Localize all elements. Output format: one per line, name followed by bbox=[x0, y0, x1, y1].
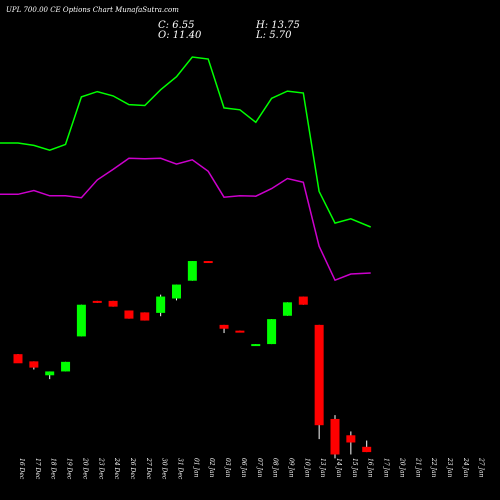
candle-body-up bbox=[251, 344, 261, 347]
x-tick-label: 18 Dec bbox=[50, 458, 57, 480]
candle-body-up bbox=[156, 296, 166, 313]
candle-body-down bbox=[92, 300, 102, 303]
candle bbox=[282, 302, 292, 316]
x-tick-label: 09 Jan bbox=[287, 458, 294, 478]
candle bbox=[187, 261, 197, 281]
candle bbox=[203, 261, 213, 264]
candle-body-up bbox=[61, 361, 71, 372]
candle-body-down bbox=[346, 435, 356, 443]
candle bbox=[156, 294, 166, 317]
candle bbox=[219, 324, 229, 334]
x-tick-label: 03 Jan bbox=[224, 458, 231, 478]
high-value: H: 13.75 bbox=[256, 20, 300, 31]
candle-body-up bbox=[76, 304, 86, 337]
candle bbox=[267, 319, 277, 345]
candle-body-up bbox=[45, 371, 55, 376]
candle-body-up bbox=[267, 319, 277, 345]
candle bbox=[124, 310, 134, 319]
x-tick-label: 24 Jan bbox=[462, 457, 469, 478]
candle bbox=[108, 300, 118, 307]
x-tick-label: 13 Jan bbox=[319, 458, 326, 478]
candle-body-down bbox=[298, 296, 308, 305]
candle bbox=[172, 284, 181, 301]
indicator-lines bbox=[0, 56, 371, 282]
candle bbox=[346, 431, 356, 455]
x-tick-label: 27 Dec bbox=[145, 457, 152, 480]
x-tick-label: 27 Jan bbox=[478, 457, 485, 478]
x-tick-label: 20 Dec bbox=[81, 457, 88, 480]
candle bbox=[76, 304, 86, 337]
x-tick-label: 17 Jan bbox=[383, 458, 390, 478]
candle-body-down bbox=[29, 361, 39, 368]
candle-body-down bbox=[219, 324, 229, 329]
candle-body-up bbox=[282, 302, 292, 316]
candle bbox=[330, 415, 340, 459]
x-tick-label: 08 Jan bbox=[272, 458, 279, 478]
candle-body-up bbox=[187, 261, 197, 281]
x-tick-label: 17 Dec bbox=[34, 458, 41, 480]
x-tick-label: 21 Jan bbox=[414, 457, 421, 478]
x-tick-label: 19 Dec bbox=[66, 458, 73, 480]
candle bbox=[362, 440, 372, 453]
chart-title: UPL 700.00 CE Options Chart MunafaSutra.… bbox=[6, 6, 179, 14]
candle-body-down bbox=[330, 418, 340, 455]
x-tick-label: 20 Jan bbox=[398, 457, 405, 478]
x-tick-label: 26 Dec bbox=[129, 457, 136, 480]
candle-body-down bbox=[140, 312, 150, 321]
candle-body-down bbox=[124, 310, 134, 319]
x-tick-label: 22 Jan bbox=[430, 457, 437, 478]
x-tick-label: 30 Dec bbox=[161, 458, 168, 480]
x-tick-label: 23 Jan bbox=[446, 457, 453, 478]
x-tick-label: 24 Dec bbox=[113, 457, 120, 480]
candle-body-down bbox=[108, 300, 118, 307]
x-tick-label: 07 Jan bbox=[256, 458, 263, 478]
upper-band-line bbox=[0, 56, 371, 228]
close-value: C: 6.55 bbox=[158, 20, 195, 31]
lower-band-line bbox=[0, 157, 371, 282]
candle-body-down bbox=[235, 330, 245, 333]
x-tick-label: 14 Jan bbox=[335, 458, 342, 478]
candle bbox=[314, 324, 324, 440]
candle-body-down bbox=[203, 261, 213, 264]
candle bbox=[45, 371, 55, 380]
candle bbox=[140, 312, 150, 321]
x-tick-label: 23 Dec bbox=[97, 457, 104, 480]
candle-body-down bbox=[314, 324, 324, 426]
open-value: O: 11.40 bbox=[158, 30, 202, 41]
x-tick-label: 16 Jan bbox=[367, 458, 374, 478]
x-tick-label: 10 Jan bbox=[303, 458, 310, 478]
candle bbox=[13, 354, 23, 364]
candle bbox=[29, 361, 39, 370]
candle-body-up bbox=[172, 284, 181, 299]
x-tick-label: 15 Jan bbox=[351, 458, 358, 478]
candle-body-down bbox=[362, 446, 372, 453]
candle bbox=[251, 344, 261, 347]
candle bbox=[92, 300, 102, 303]
x-tick-label: 01 Jan bbox=[192, 458, 199, 478]
x-tick-label: 31 Dec bbox=[177, 458, 184, 480]
x-axis-labels: 16 Dec 17 Dec 18 Dec 19 Dec 20 Dec 23 Dec 24 D… bbox=[18, 457, 485, 480]
x-tick-label: 06 Jan bbox=[240, 458, 247, 478]
candle-body-down bbox=[13, 354, 23, 364]
x-tick-label: 02 Jan bbox=[208, 458, 215, 478]
candle bbox=[235, 330, 245, 333]
candle bbox=[298, 296, 308, 305]
low-value: L: 5.70 bbox=[256, 30, 292, 41]
candles bbox=[13, 261, 372, 459]
x-tick-label: 16 Dec bbox=[18, 458, 25, 480]
candle bbox=[61, 361, 71, 372]
